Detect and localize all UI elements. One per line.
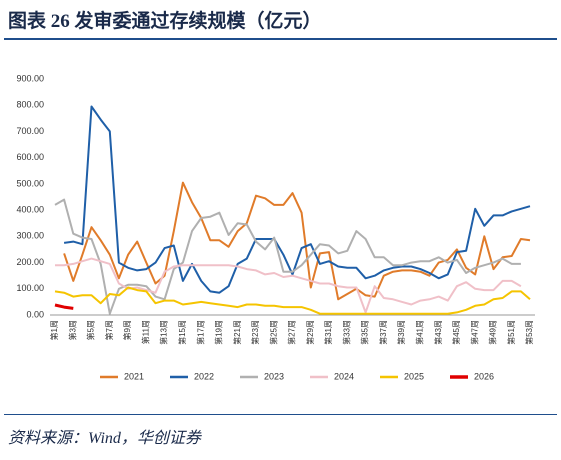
y-tick-label: 400.00 <box>16 204 44 214</box>
x-tick-label: 第29周 <box>305 320 315 345</box>
source: 资料来源：Wind，华创证券 <box>8 430 201 447</box>
x-tick-label: 第43周 <box>433 320 443 345</box>
legend-label: 2025 <box>404 371 424 381</box>
x-tick-label: 第49周 <box>488 320 498 345</box>
x-tick-label: 第19周 <box>214 320 224 345</box>
y-tick-label: 0.00 <box>26 309 44 319</box>
x-tick-label: 第9周 <box>122 320 132 340</box>
x-tick-label: 第45周 <box>451 320 461 345</box>
y-tick-label: 700.00 <box>16 126 44 136</box>
x-tick-label: 第15周 <box>177 320 187 345</box>
legend-label: 2024 <box>334 371 354 381</box>
x-tick-label: 第53周 <box>524 320 534 345</box>
x-tick-label: 第13周 <box>159 320 169 345</box>
y-tick-label: 900.00 <box>16 73 44 83</box>
x-tick-label: 第7周 <box>104 320 114 340</box>
y-tick-label: 300.00 <box>16 231 44 241</box>
y-tick-label: 200.00 <box>16 257 44 267</box>
x-tick-label: 第3周 <box>67 320 77 340</box>
x-tick-label: 第41周 <box>414 320 424 345</box>
x-tick-label: 第11周 <box>140 320 150 344</box>
legend-label: 2026 <box>474 371 494 381</box>
chart: 0.00 100.00 200.00 300.00 400.00 500.00 600.00… <box>16 73 535 381</box>
x-tick-label: 第33周 <box>341 320 351 345</box>
x-tick-label: 第37周 <box>378 320 388 345</box>
x-tick-label: 第47周 <box>469 320 479 345</box>
x-tick-label: 第1周 <box>49 320 59 340</box>
x-tick-label: 第21周 <box>232 320 242 345</box>
series-line <box>63 181 531 301</box>
x-tick-label: 第25周 <box>268 320 278 345</box>
series-line <box>54 303 74 310</box>
x-tick-label: 第27周 <box>287 320 297 345</box>
x-tick-label: 第31周 <box>323 320 333 345</box>
y-tick-label: 800.00 <box>16 100 44 110</box>
legend-label: 2023 <box>264 371 284 381</box>
title: 图表 26 发审委通过存续规模（亿元） <box>8 11 322 32</box>
series-line <box>54 286 531 315</box>
x-tick-label: 第5周 <box>86 320 96 340</box>
y-tick-label: 100.00 <box>16 283 44 293</box>
source-rule <box>4 414 557 415</box>
y-tick-label: 600.00 <box>16 152 44 162</box>
title-rule <box>4 38 557 40</box>
x-tick-label: 第17周 <box>195 320 205 345</box>
x-tick-label: 第39周 <box>396 320 406 345</box>
x-tick-label: 第51周 <box>506 320 516 345</box>
series-line <box>63 105 531 294</box>
series-line <box>54 198 521 315</box>
x-tick-label: 第35周 <box>360 320 370 345</box>
x-tick-label: 第23周 <box>250 320 260 345</box>
legend-label: 2022 <box>194 371 214 381</box>
y-tick-label: 500.00 <box>16 178 44 188</box>
legend-label: 2021 <box>124 371 144 381</box>
